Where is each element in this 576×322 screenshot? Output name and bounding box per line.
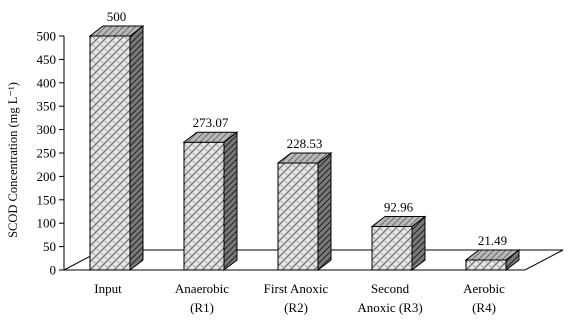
- bar-front: [371, 225, 413, 271]
- bar-top: [464, 249, 521, 261]
- bar-side: [317, 152, 332, 272]
- bar-top: [276, 152, 333, 164]
- bar-front: [183, 141, 225, 271]
- y-tick-label: 300: [37, 122, 57, 137]
- y-tick-label: 500: [37, 29, 57, 44]
- x-tick-label: First Anoxic (R2): [264, 281, 329, 315]
- y-tick-label: 200: [37, 169, 57, 184]
- y-tick-label: 100: [37, 216, 57, 231]
- bar: 500: [88, 9, 145, 272]
- y-tick-label: 0: [50, 263, 57, 278]
- x-tick-label: Aerobic (R4): [463, 281, 505, 315]
- bar-side: [223, 131, 238, 272]
- x-tick-label: Second Anoxic (R3): [357, 281, 422, 315]
- y-tick-label: 400: [37, 75, 57, 90]
- bar-front: [89, 35, 131, 271]
- x-tick-label: Input: [94, 281, 122, 296]
- bars: 500 273.07 228.53 92.96 21.49: [88, 9, 521, 272]
- bar-value-label: 500: [107, 9, 127, 24]
- bar-front: [277, 162, 319, 271]
- y-tick-label: 150: [37, 192, 57, 207]
- bar: 92.96: [370, 199, 427, 272]
- bar: 273.07: [182, 115, 239, 272]
- y-axis-label: SCOD Concentration (mg L⁻¹): [6, 82, 20, 238]
- bar-top: [370, 215, 427, 227]
- bar-value-label: 21.49: [478, 233, 507, 248]
- bar-value-label: 92.96: [384, 199, 414, 214]
- bar-front: [465, 259, 507, 271]
- y-tick-label: 350: [37, 99, 57, 114]
- bar-top: [182, 131, 239, 143]
- y-tick-label: 250: [37, 146, 57, 161]
- bar-value-label: 228.53: [287, 136, 323, 151]
- y-tick-label: 50: [43, 239, 56, 254]
- bar: 228.53: [276, 136, 333, 272]
- bar-value-label: 273.07: [193, 115, 229, 130]
- y-axis: 0 50 100 150 200 250 300 350 400 450 500: [37, 29, 65, 278]
- x-axis-labels: Input Anaerobic (R1) First Anoxic (R2) Second…: [94, 281, 505, 315]
- x-tick-label: Anaerobic (R1): [175, 281, 229, 315]
- bar-top: [88, 25, 145, 37]
- bar-side: [129, 24, 144, 272]
- bar: 21.49: [464, 233, 521, 272]
- y-tick-label: 450: [37, 52, 57, 67]
